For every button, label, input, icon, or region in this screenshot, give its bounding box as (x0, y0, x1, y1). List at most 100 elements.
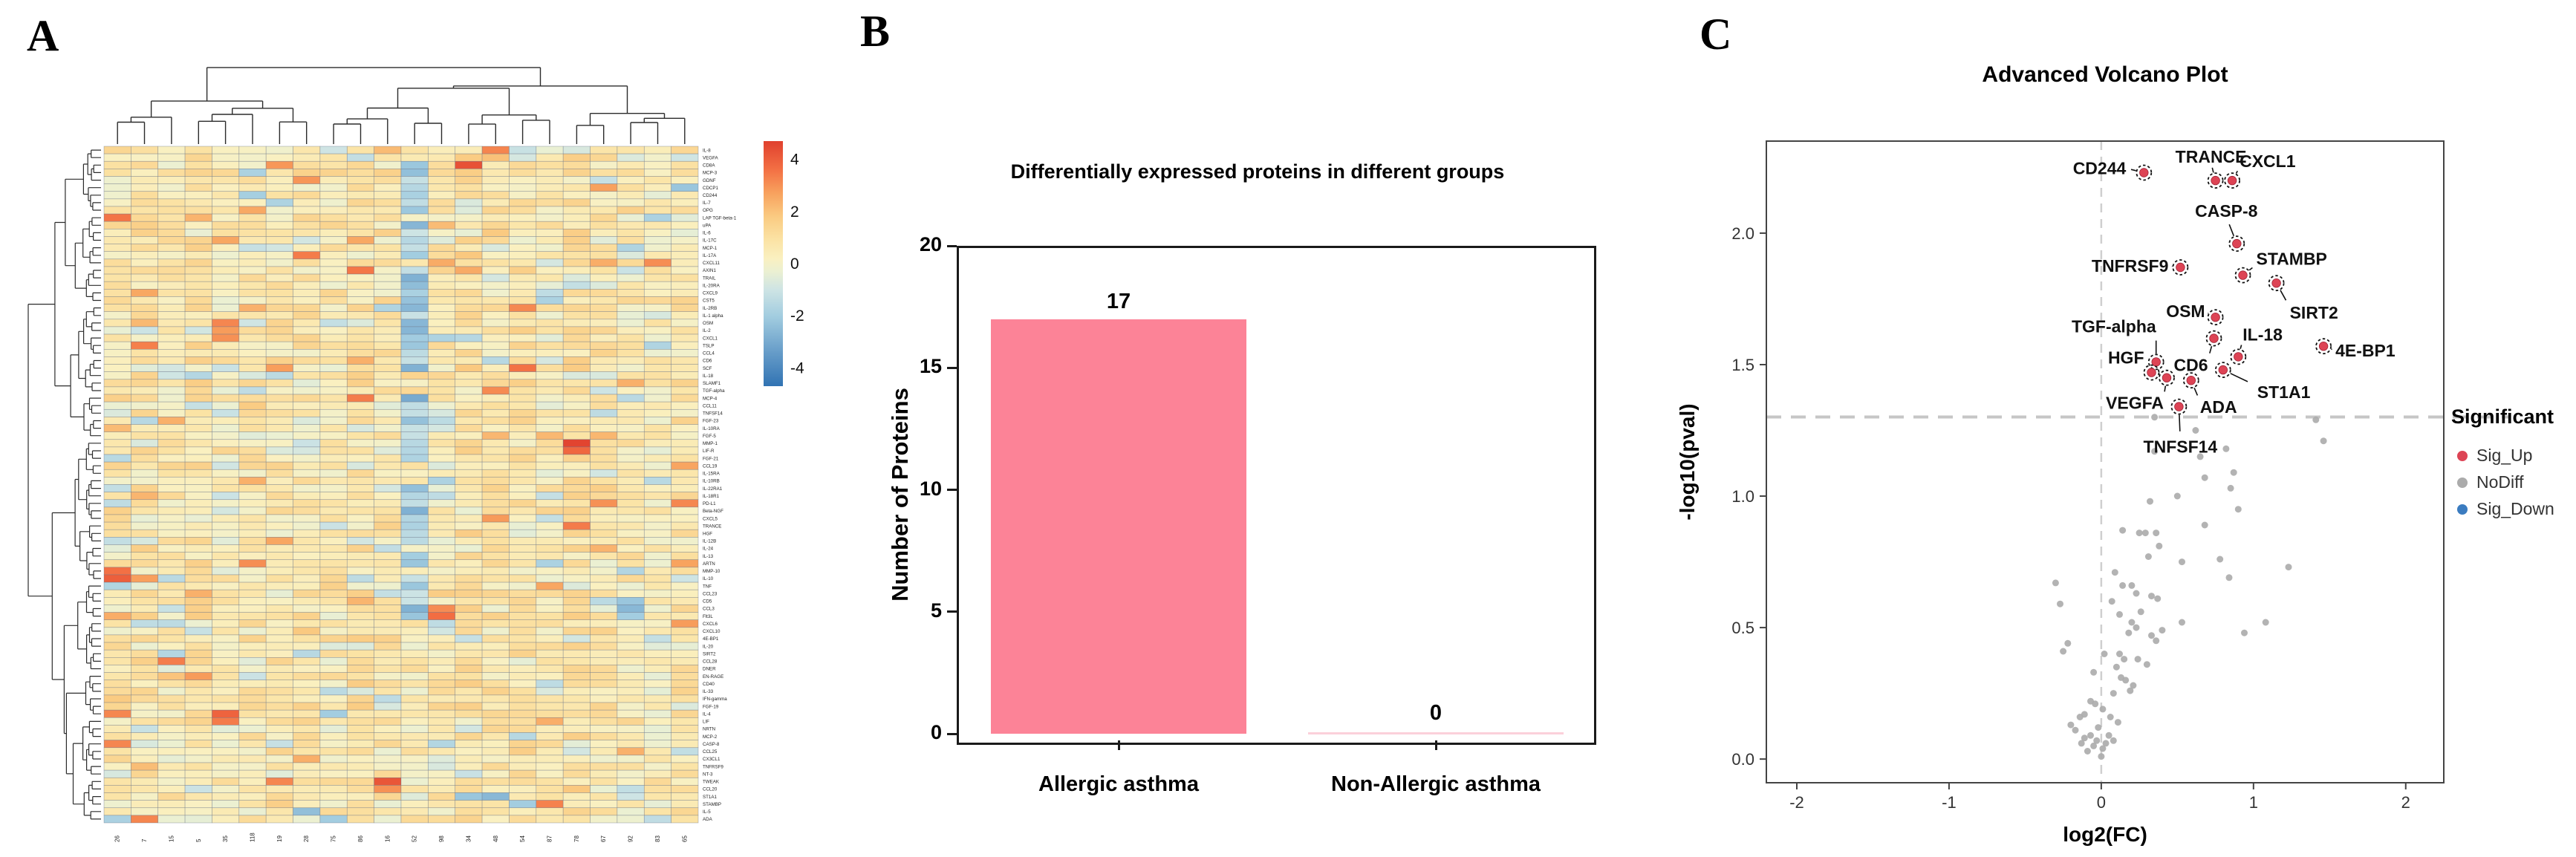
volcano-point (2101, 651, 2108, 657)
bar-y-tick-label: 10 (919, 477, 942, 500)
volcano-point (2102, 740, 2110, 747)
volcano-point (2312, 416, 2320, 423)
svg-text:CST5: CST5 (703, 299, 715, 304)
volcano-sig-point (2162, 373, 2172, 382)
bar-y-tick-mark (947, 366, 957, 369)
svg-text:Flt3L: Flt3L (703, 614, 713, 619)
volcano-point (2064, 639, 2072, 647)
svg-text:2.0: 2.0 (1731, 224, 1754, 243)
bar-y-tick-mark (947, 610, 957, 613)
svg-text:NRTN: NRTN (703, 727, 715, 732)
svg-text:SIRT2: SIRT2 (703, 652, 716, 657)
bar-y-tick-label: 0 (930, 721, 942, 743)
svg-text:-1: -1 (1942, 793, 1957, 812)
legend-item-nodiff: NoDiff (2457, 472, 2524, 492)
svg-text:CCL19: CCL19 (703, 463, 718, 469)
volcano-point (2090, 668, 2098, 676)
volcano-point (2201, 474, 2208, 481)
svg-text:IL-2: IL-2 (703, 328, 711, 333)
sig-point-label: HGF (2108, 348, 2144, 368)
volcano-title: Advanced Volcano Plot (1982, 62, 2228, 87)
svg-text:IL-10: IL-10 (703, 576, 714, 581)
volcano-point (2057, 600, 2063, 607)
volcano-point (2133, 590, 2140, 597)
volcano-point (2105, 731, 2112, 739)
volcano-sig-point (2234, 352, 2243, 362)
sig-point-label: ADA (2200, 397, 2237, 417)
volcano-point (2153, 529, 2160, 537)
volcano-point (2241, 629, 2248, 636)
svg-text:MMP-10: MMP-10 (703, 569, 721, 574)
bar-chart-title: Differentially expressed proteins in dif… (1010, 160, 1505, 183)
heatmap-row-labels: IL-8 VEGFA CD8A MCP-3 GDNF CDCP1 CD244 IL-7 OPG L… (703, 148, 737, 822)
volcano-sig-point (2318, 342, 2329, 351)
volcano-point (2227, 484, 2234, 492)
svg-text:AXIN1: AXIN1 (703, 268, 716, 273)
volcano-point (2173, 492, 2181, 500)
volcano-sig-point (2218, 365, 2228, 375)
sig-point-label: TRANCE (2176, 147, 2247, 166)
volcano-sig-point (2176, 262, 2185, 273)
sig-point-ring (2136, 164, 2153, 181)
svg-text:-2: -2 (1789, 793, 1804, 812)
volcano-point (2153, 637, 2160, 645)
volcano-point (2060, 648, 2067, 655)
svg-text:IL-18R1: IL-18R1 (703, 494, 720, 499)
svg-text:CD40: CD40 (703, 682, 715, 687)
volcano-point (2110, 737, 2117, 744)
svg-text:75: 75 (331, 835, 337, 842)
row-dendrogram (27, 149, 101, 820)
volcano-sig-point (2139, 168, 2149, 177)
svg-text:16: 16 (384, 835, 391, 842)
volcano-point (2127, 687, 2134, 694)
volcano-sig-point (2211, 175, 2220, 186)
volcano-point (2052, 579, 2059, 587)
volcano-sig-point (2211, 313, 2220, 322)
sig-point-ring (2214, 362, 2231, 379)
svg-text:CX3CL1: CX3CL1 (703, 757, 721, 762)
svg-text:118: 118 (250, 832, 256, 842)
svg-text:0.0: 0.0 (1731, 750, 1754, 769)
svg-text:1.0: 1.0 (1731, 487, 1754, 506)
volcano-sig-point (2209, 333, 2219, 343)
volcano-point (2076, 714, 2084, 720)
svg-text:LIF: LIF (703, 720, 709, 725)
volcano-point (2098, 753, 2105, 760)
legend-item-label: Sig_Up (2476, 446, 2533, 465)
sig-point-label: IL-18 (2242, 325, 2283, 344)
svg-text:MCP-2: MCP-2 (703, 734, 718, 740)
sig-point-label: ST1A1 (2257, 382, 2311, 402)
svg-text:86: 86 (357, 835, 364, 842)
volcano-point (2114, 719, 2121, 726)
volcano-point (2148, 593, 2155, 600)
volcano-sig-point (2232, 238, 2242, 249)
volcano-point (2134, 656, 2141, 663)
svg-text:34: 34 (465, 835, 472, 842)
legend-item-label: NoDiff (2476, 472, 2524, 492)
panel-b-label: B (860, 7, 891, 56)
sig-point-label: STAMBP (2257, 250, 2327, 269)
volcano-point (2081, 734, 2088, 742)
volcano-plot-box (1766, 140, 2445, 783)
volcano-point (2067, 721, 2075, 729)
bar-y-tick-label: 5 (930, 599, 942, 622)
bar-category-label: Non-Allergic asthma (1331, 772, 1541, 796)
svg-text:IL-10RA: IL-10RA (703, 426, 721, 431)
svg-text:CXCL6: CXCL6 (703, 622, 718, 627)
svg-text:TGF-alpha: TGF-alpha (703, 388, 725, 394)
colorbar-tick-labels: 4 2 0 -2 -4 (790, 151, 804, 377)
sig-point-label: SIRT2 (2290, 303, 2338, 322)
svg-text:ARTN: ARTN (703, 561, 715, 567)
svg-text:1: 1 (2249, 793, 2258, 812)
volcano-point (2128, 581, 2136, 589)
svg-text:FGF-19: FGF-19 (703, 704, 719, 709)
legend-item-sig-down: Sig_Down (2457, 499, 2554, 519)
svg-text:15: 15 (168, 835, 175, 842)
bar-y-tick-mark (947, 244, 957, 247)
volcano-point (2116, 610, 2123, 618)
svg-text:CCL11: CCL11 (703, 403, 717, 408)
volcano-point (2095, 724, 2102, 731)
volcano-point (2151, 414, 2159, 421)
svg-text:TRAIL: TRAIL (703, 276, 716, 281)
